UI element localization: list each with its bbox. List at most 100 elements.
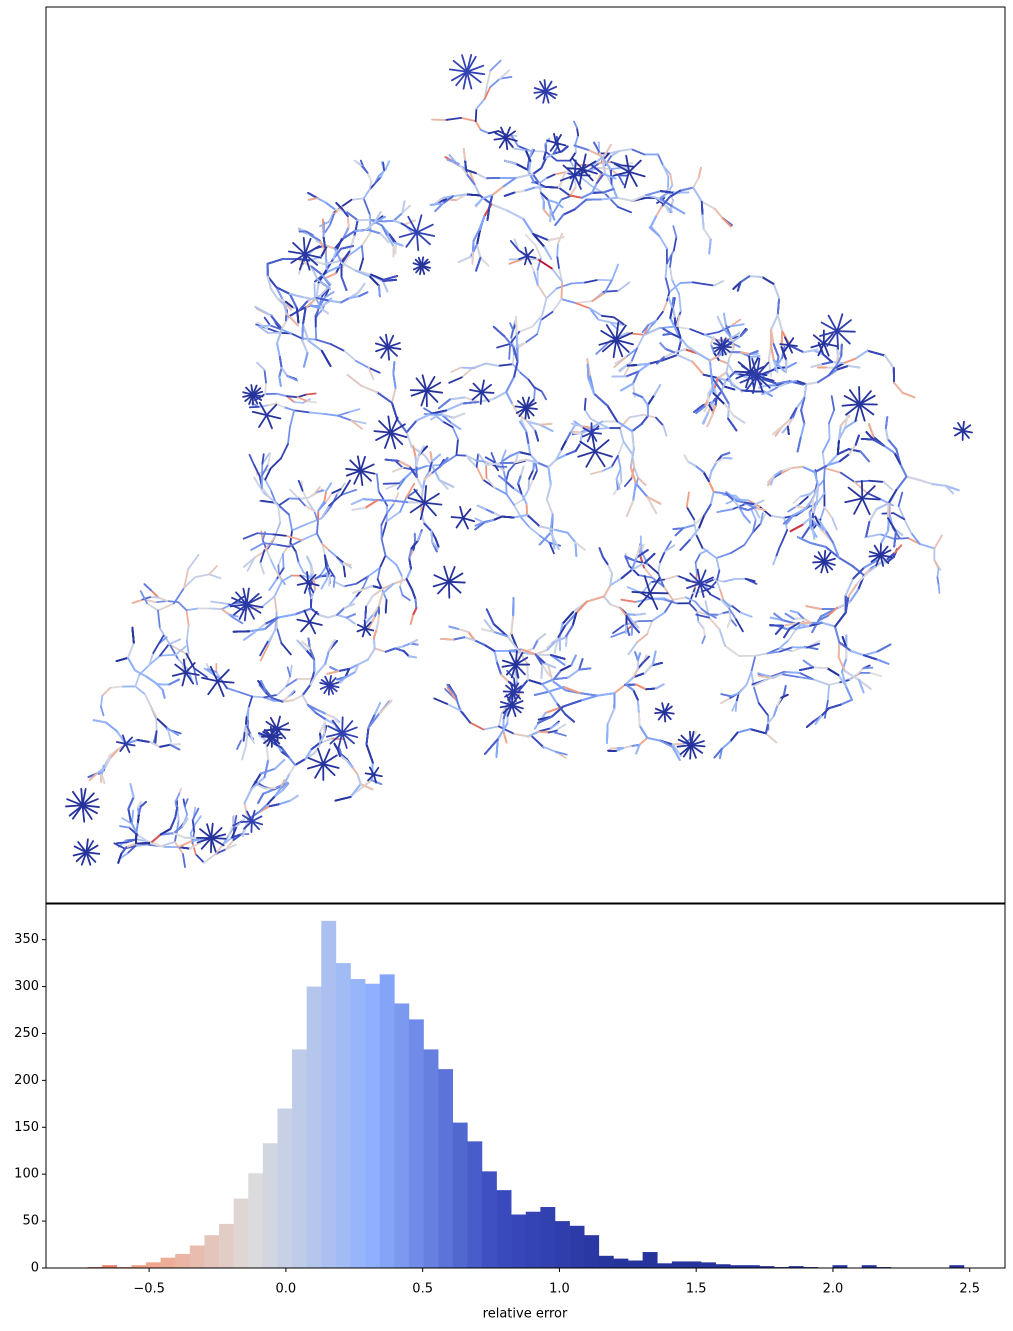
network-edge [939, 585, 940, 593]
network-edge [101, 706, 104, 715]
network-edge [613, 626, 623, 634]
network-edge [229, 826, 234, 836]
network-edge [325, 225, 330, 232]
network-edge [255, 550, 268, 558]
network-edge [658, 562, 660, 573]
network-edge [188, 555, 198, 569]
network-edge [345, 351, 356, 361]
network-edge [530, 527, 540, 535]
network-edge [317, 522, 318, 534]
network-edge [269, 580, 276, 590]
network-edge [618, 456, 621, 469]
network-edge [666, 277, 670, 292]
network-edge [470, 723, 483, 730]
network-edge [185, 799, 188, 806]
network-edge [794, 497, 800, 503]
network-edge [620, 149, 632, 151]
network-edge [704, 284, 714, 285]
network-edge [534, 389, 535, 401]
network-edge [479, 454, 486, 465]
network-edge [670, 267, 672, 280]
network-edge [382, 539, 386, 556]
network-edge [575, 135, 578, 144]
network-edge [823, 439, 830, 452]
network-edge [195, 574, 209, 577]
network-edge [511, 330, 513, 337]
network-edge [387, 503, 394, 513]
network-edge [574, 122, 577, 128]
network-edge [368, 173, 372, 182]
network-edge [823, 452, 825, 468]
network-edge [508, 464, 515, 472]
network-edge [342, 200, 352, 207]
network-edge [329, 575, 330, 586]
network-edge [705, 335, 718, 340]
network-edge [487, 71, 490, 86]
network-edge [287, 396, 298, 397]
network-edge [281, 643, 290, 654]
network-edge [221, 679, 227, 688]
network-edge [529, 470, 533, 479]
network-edge [535, 245, 541, 258]
network-edge [643, 415, 656, 418]
network-edge [576, 303, 590, 308]
network-edge [528, 479, 529, 490]
network-edge [245, 725, 246, 732]
network-edge [693, 282, 704, 284]
network-edge [158, 611, 160, 629]
network-edge [359, 259, 363, 272]
network-edge [169, 639, 181, 644]
network-edge [484, 726, 499, 729]
network-edge [364, 190, 370, 199]
network-edge [696, 554, 701, 563]
network-edge [884, 482, 893, 490]
network-edge [625, 479, 632, 487]
network-edge [338, 412, 349, 416]
network-edge [702, 548, 716, 558]
network-edge [789, 629, 796, 640]
network-edge [495, 488, 507, 494]
network-edge [543, 747, 555, 752]
network-edge [920, 544, 935, 548]
network-edge [461, 368, 474, 369]
network-edge [620, 428, 624, 442]
network-edge [277, 394, 287, 396]
network-edge [657, 312, 663, 321]
network-edge [673, 597, 686, 600]
network-edge [747, 672, 752, 685]
network-edge [383, 163, 384, 170]
network-edge [796, 506, 806, 508]
network-edge [497, 344, 510, 348]
network-edge [257, 533, 272, 534]
network-edge [227, 688, 239, 692]
network-edge [476, 121, 481, 130]
network-edge [602, 316, 614, 317]
network-edge [592, 293, 604, 301]
network-edge [717, 581, 720, 590]
network-edge [326, 493, 332, 502]
network-edge [638, 478, 646, 485]
network-edge [717, 553, 731, 558]
network-edge [462, 368, 473, 378]
network-edge [637, 634, 647, 642]
network-edge [557, 256, 559, 268]
network-edge [717, 571, 719, 581]
network-edge [561, 282, 562, 299]
network-edge [252, 696, 264, 697]
network-edge [257, 363, 264, 370]
network-edge [705, 332, 719, 335]
network-edge [249, 696, 253, 707]
network-edge [647, 621, 652, 634]
network-edge [634, 467, 638, 477]
network-edge [141, 591, 147, 603]
network-edge [349, 409, 359, 412]
network-edge [732, 606, 741, 613]
network-edge [132, 811, 133, 824]
network-edge [393, 468, 403, 472]
network-edge [552, 299, 561, 312]
network-edge [720, 590, 723, 600]
network-edge [277, 628, 282, 643]
network-edge [754, 688, 759, 703]
network-edge [449, 377, 462, 383]
